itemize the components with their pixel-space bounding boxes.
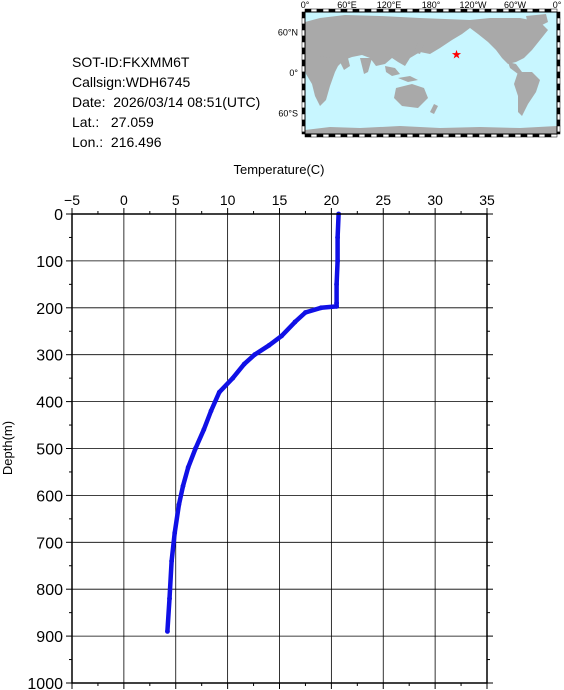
- map-longitude-label: 0°: [553, 0, 562, 10]
- temperature-point: [167, 596, 172, 601]
- map-longitude-label: 120°E: [377, 0, 402, 10]
- eurasia-africa-landmass: [305, 15, 470, 106]
- temperature-point: [279, 333, 284, 339]
- x-tick-label: 0: [120, 192, 128, 208]
- temperature-point: [252, 352, 257, 358]
- y-tick-label: 100: [36, 254, 63, 271]
- temperature-point: [335, 258, 340, 264]
- south-america-landmass: [514, 72, 540, 116]
- greenland-landmass: [526, 14, 548, 28]
- antarctica-landmass: [305, 126, 557, 134]
- x-tick-label: −5: [64, 192, 80, 208]
- float-position-marker: ★: [451, 48, 462, 62]
- temperature-point: [208, 408, 214, 414]
- temperature-point: [334, 303, 339, 309]
- map-latitude-label: 0°: [289, 68, 298, 78]
- temperature-point: [230, 375, 236, 381]
- x-tick-label: 10: [220, 192, 236, 208]
- temperature-point: [169, 558, 175, 564]
- temperature-point: [334, 281, 339, 287]
- north-america-landmass: [470, 18, 548, 64]
- chart-ticks: [66, 208, 493, 689]
- map-latitude-label: 60°S: [278, 109, 298, 119]
- temperature-point: [241, 361, 247, 367]
- y-tick-label: 300: [36, 348, 63, 365]
- x-tick-label: 15: [272, 192, 288, 208]
- temperature-profile-line: [165, 211, 341, 634]
- new-zealand-landmass: [430, 104, 438, 114]
- map-longitude-label: 60°E: [337, 0, 357, 10]
- west-africa-landmass: [305, 56, 334, 70]
- temperature-point: [266, 342, 272, 348]
- temperature-point: [180, 483, 186, 489]
- x-axis-label: Temperature(C): [233, 162, 324, 177]
- japan-landmass: [414, 42, 424, 54]
- x-tick-label: 30: [427, 192, 443, 208]
- x-tick-label: 25: [375, 192, 391, 208]
- map-longitude-label: 0°: [301, 0, 310, 10]
- y-tick-labels: 0 100 200 300 400 500 600 700 800 900 1000: [27, 207, 63, 690]
- temperature-point: [193, 446, 198, 451]
- date-text: Date: 2026/03/14 08:51(UTC): [72, 94, 261, 110]
- chart-grid: [71, 213, 488, 684]
- temperature-point: [334, 300, 339, 306]
- temperature-point: [176, 502, 182, 508]
- temperature-profile: [165, 211, 342, 634]
- sot-id-text: SOT-ID:FKXMM6T: [72, 54, 190, 70]
- y-tick-label: 600: [36, 488, 63, 505]
- y-tick-label: 500: [36, 442, 63, 459]
- x-tick-label: 5: [172, 192, 180, 208]
- central-america-landmass: [508, 62, 522, 74]
- southeast-asia-landmass: [385, 66, 418, 82]
- map-latitude-labels: 60°N 0° 60°S: [278, 27, 299, 118]
- y-tick-label: 900: [36, 629, 63, 646]
- temperature-point: [303, 310, 308, 315]
- y-tick-label: 800: [36, 582, 63, 599]
- callsign-text: Callsign:WDH6745: [72, 74, 191, 90]
- map-land: [305, 14, 557, 134]
- y-tick-label: 1000: [27, 676, 63, 690]
- plot-frame: [71, 213, 488, 684]
- y-tick-label: 400: [36, 395, 63, 412]
- y-tick-label: 700: [36, 535, 63, 552]
- x-tick-label: 20: [324, 192, 340, 208]
- arabia-india-landmass: [338, 58, 372, 74]
- map-outline: [304, 11, 558, 135]
- temperature-point: [318, 305, 324, 311]
- map-longitude-label: 120°W: [459, 0, 487, 10]
- longitude-text: Lon.: 216.496: [72, 134, 162, 150]
- temperature-point: [292, 319, 298, 325]
- map-longitude-label: 60°W: [504, 0, 527, 10]
- australia-landmass: [394, 84, 428, 108]
- y-axis-label: Depth(m): [0, 421, 15, 475]
- map-latitude-label: 60°N: [278, 27, 298, 37]
- y-tick-label: 0: [54, 207, 63, 224]
- float-info-panel: SOT-ID:FKXMM6T Callsign:WDH6745 Date: 20…: [72, 52, 260, 152]
- y-tick-label: 200: [36, 301, 63, 318]
- x-tick-labels: −5 0 5 10 15 20 25 30 35: [64, 192, 495, 208]
- temperature-point: [165, 629, 170, 634]
- temperature-point: [216, 389, 222, 395]
- map-frame: [301, 8, 561, 138]
- temperature-point: [201, 427, 207, 433]
- map-longitude-labels: 0° 60°E 120°E 180° 120°W 60°W 0°: [301, 0, 562, 10]
- map-longitude-label: 180°: [422, 0, 441, 10]
- latitude-text: Lat.: 27.059: [72, 114, 154, 130]
- temperature-point: [185, 464, 191, 470]
- x-tick-label: 35: [479, 192, 495, 208]
- temperature-point: [172, 530, 178, 536]
- world-map: 0° 60°E 120°E 180° 120°W 60°W 0° 60°N 0° 60°S ★: [278, 0, 562, 138]
- temperature-point: [335, 235, 340, 240]
